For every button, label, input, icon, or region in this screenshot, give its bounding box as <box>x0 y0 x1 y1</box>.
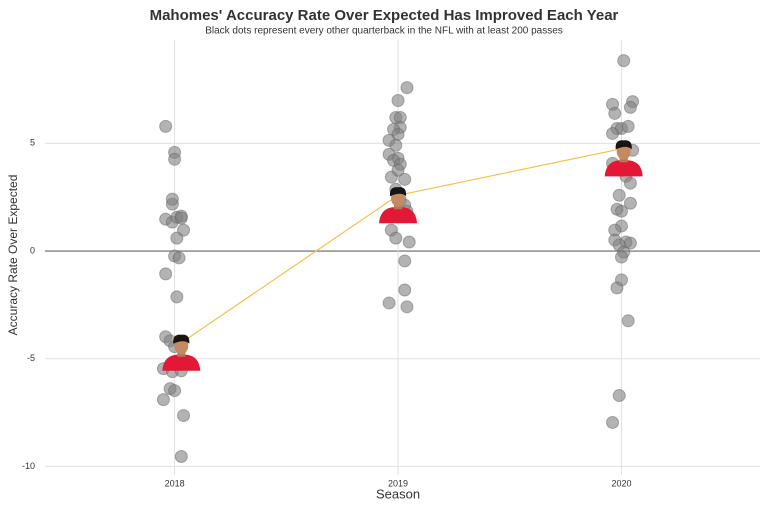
qb-point <box>391 94 405 108</box>
x-tick-label: 2019 <box>388 478 408 488</box>
qb-point <box>172 251 186 265</box>
qb-point <box>398 254 412 268</box>
qb-point <box>168 384 182 398</box>
qb-point <box>608 106 622 120</box>
qb-point <box>159 267 173 281</box>
y-axis-title: Accuracy Rate Over Expected <box>6 175 20 336</box>
qb-point <box>400 81 414 95</box>
qb-point <box>382 296 396 310</box>
qb-point <box>168 152 182 166</box>
qb-point <box>384 170 398 184</box>
mahomes-headshot <box>379 187 418 224</box>
chart-subtitle: Black dots represent every other quarter… <box>205 26 563 37</box>
qb-point <box>170 290 184 304</box>
x-tick-label: 2020 <box>611 478 631 488</box>
qb-point <box>606 126 620 140</box>
qb-point <box>610 281 624 295</box>
qb-point <box>612 389 626 403</box>
qb-point <box>170 231 184 245</box>
jersey <box>379 207 418 224</box>
jersey <box>162 354 201 371</box>
qb-point <box>402 235 416 249</box>
qb-point <box>174 211 188 225</box>
qb-point <box>621 314 635 328</box>
qb-point <box>606 415 620 429</box>
qb-point <box>389 138 403 152</box>
y-tick-label: 5 <box>30 138 35 148</box>
qb-point <box>614 250 628 264</box>
qb-point <box>156 393 170 407</box>
qb-point <box>159 119 173 133</box>
qb-point <box>400 300 414 314</box>
x-axis-title: Season <box>376 486 420 501</box>
qb-point <box>623 196 637 210</box>
qb-point <box>621 119 635 133</box>
hair <box>615 140 632 150</box>
y-tick-label: -5 <box>27 353 35 363</box>
qb-point <box>389 231 403 245</box>
jersey <box>604 160 643 177</box>
qb-point <box>614 204 628 218</box>
x-tick-label: 2018 <box>165 478 185 488</box>
qb-point <box>165 192 179 206</box>
hair <box>389 187 407 197</box>
hair <box>173 334 190 344</box>
qb-point <box>174 449 188 463</box>
qb-point <box>398 172 412 186</box>
qb-point <box>612 188 626 202</box>
mahomes-headshot <box>604 140 643 177</box>
qb-point <box>623 100 637 114</box>
qb-point <box>177 409 191 423</box>
y-tick-label: 0 <box>30 245 35 255</box>
chart-title: Mahomes' Accuracy Rate Over Expected Has… <box>150 7 619 24</box>
qb-point <box>617 54 631 68</box>
qb-point <box>398 283 412 297</box>
mahomes-headshot <box>162 334 201 371</box>
y-tick-label: -10 <box>22 461 35 471</box>
qb-point <box>623 176 637 190</box>
